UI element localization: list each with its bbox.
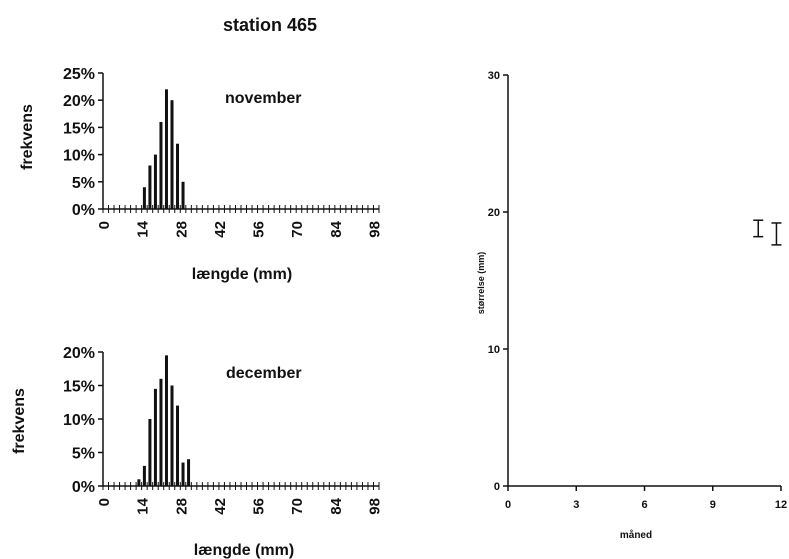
x-tick-label: 42 bbox=[212, 498, 229, 515]
xlabel-november: længde (mm) bbox=[192, 266, 292, 283]
y-tick-label: 25% bbox=[63, 66, 95, 83]
y-tick-label: 30 bbox=[488, 70, 500, 82]
x-tick-label: 3 bbox=[573, 499, 579, 511]
x-tick-label: 98 bbox=[366, 221, 383, 238]
y-tick-label: 20% bbox=[63, 93, 95, 110]
x-tick-label: 28 bbox=[173, 498, 190, 515]
y-tick-label: 20 bbox=[488, 207, 500, 219]
y-tick-label: 10 bbox=[488, 344, 500, 356]
y-tick-label: 10% bbox=[63, 412, 95, 429]
x-tick-label: 28 bbox=[173, 221, 190, 238]
bar bbox=[181, 181, 185, 209]
x-tick-label: 56 bbox=[251, 221, 268, 238]
bar bbox=[164, 89, 168, 209]
bar bbox=[176, 143, 180, 209]
x-tick-label: 84 bbox=[328, 220, 345, 237]
y-tick-label: 5% bbox=[72, 175, 95, 192]
y-tick-label: 15% bbox=[63, 120, 95, 137]
bar bbox=[142, 465, 146, 486]
bar bbox=[142, 187, 146, 209]
x-tick-label: 6 bbox=[641, 499, 647, 511]
y-tick-label: 5% bbox=[72, 446, 95, 463]
bar bbox=[159, 378, 163, 486]
x-tick-label: 56 bbox=[251, 498, 268, 515]
annotation-december: december bbox=[226, 365, 302, 382]
y-tick-label: 0 bbox=[494, 481, 500, 493]
x-tick-label: 12 bbox=[775, 499, 787, 511]
x-tick-label: 0 bbox=[96, 498, 113, 506]
bar bbox=[159, 121, 163, 209]
x-tick-label: 70 bbox=[289, 221, 306, 238]
x-tick-label: 0 bbox=[505, 499, 511, 511]
ylabel-november: frekvens bbox=[19, 104, 36, 170]
scatter-size-by-month: størrelse (mm) måned 0 10 20 30 0 3 6 9 12 bbox=[476, 70, 787, 541]
x-tick-label: 84 bbox=[328, 497, 345, 514]
x-tick-label: 42 bbox=[212, 221, 229, 238]
bar bbox=[164, 355, 168, 486]
x-tick-label: 0 bbox=[96, 221, 113, 229]
x-tick-label: 70 bbox=[289, 498, 306, 515]
x-tick-label: 9 bbox=[710, 499, 716, 511]
bar bbox=[170, 385, 174, 486]
ylabel-december: frekvens bbox=[11, 388, 28, 454]
y-tick-label: 0% bbox=[72, 479, 95, 496]
bar bbox=[148, 419, 152, 486]
bar bbox=[170, 100, 174, 209]
x-tick-label: 14 bbox=[135, 220, 152, 237]
ylabel-scatter: størrelse (mm) bbox=[476, 252, 486, 315]
annotation-november: november bbox=[225, 90, 301, 107]
y-tick-label: 10% bbox=[63, 148, 95, 165]
x-tick-label: 14 bbox=[135, 497, 152, 514]
bar bbox=[181, 462, 185, 486]
histogram-december: frekvens december længde (mm) 0% 5% 10% 15%… bbox=[11, 345, 383, 559]
x-tick-label: 98 bbox=[366, 498, 383, 515]
y-tick-label: 20% bbox=[63, 345, 95, 362]
histogram-november: frekvens november længde (mm) 0% 5% 10% 15%… bbox=[19, 66, 383, 283]
xlabel-scatter: måned bbox=[620, 529, 652, 541]
bar bbox=[187, 459, 191, 486]
bar bbox=[148, 165, 152, 209]
y-tick-label: 0% bbox=[72, 202, 95, 219]
bar bbox=[153, 154, 157, 209]
xlabel-december: længde (mm) bbox=[194, 542, 294, 559]
y-tick-label: 15% bbox=[63, 379, 95, 396]
bar bbox=[153, 388, 157, 486]
bar bbox=[137, 479, 141, 486]
figure-title: station 465 bbox=[223, 15, 317, 35]
bar bbox=[176, 405, 180, 486]
